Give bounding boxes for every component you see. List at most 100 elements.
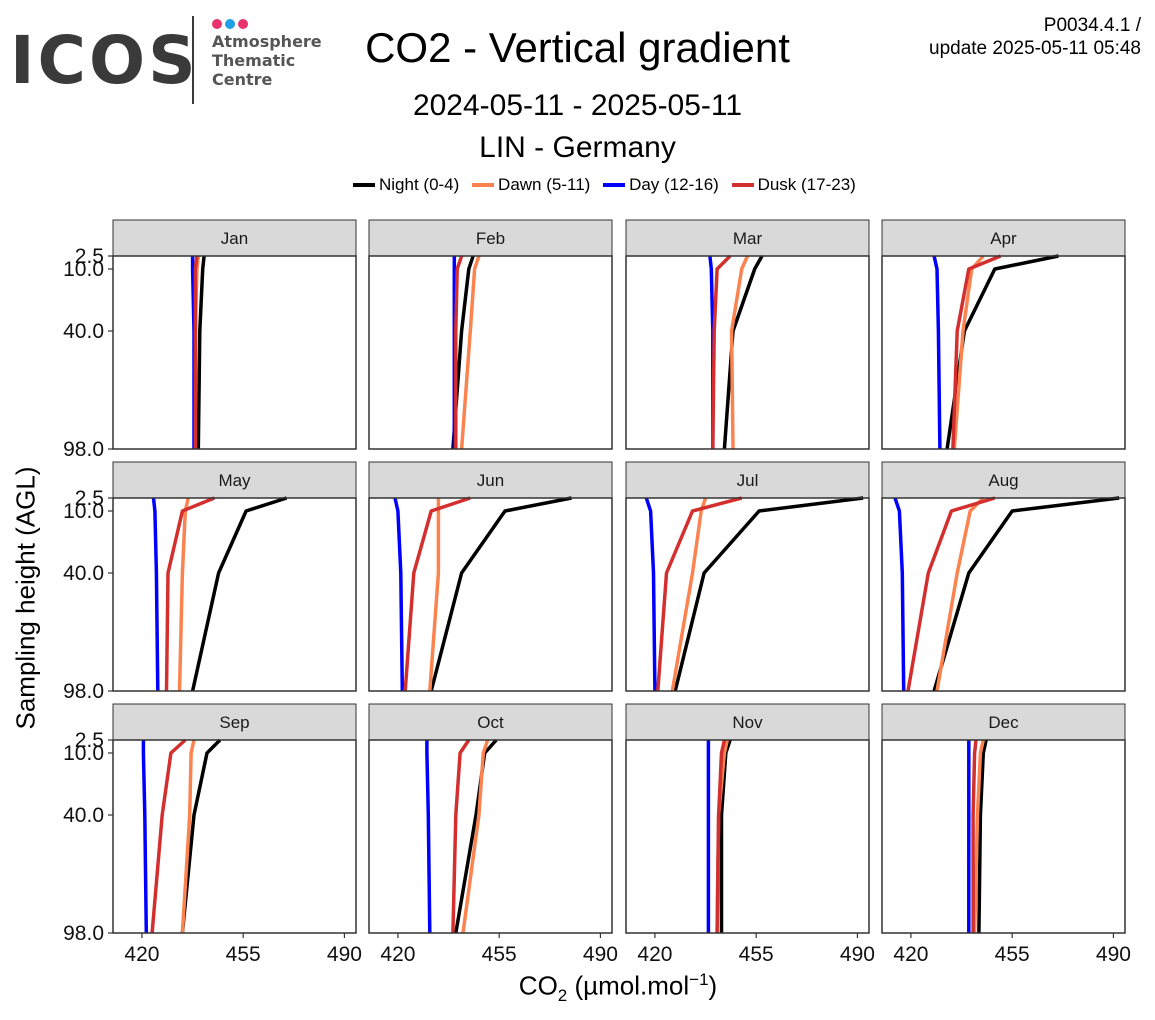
facet-strip: [112, 219, 357, 257]
legend-item-dawn: Dawn (5-11): [472, 175, 590, 195]
series-line-dusk: [971, 739, 978, 933]
y-tick-label: 10.0: [63, 258, 104, 281]
y-tick-label: 98.0: [63, 438, 104, 461]
series-line-dawn: [428, 498, 441, 692]
version-label: P0034.4.1 /: [1043, 15, 1141, 36]
legend-swatch: [353, 183, 375, 187]
series-line-dusk: [403, 496, 471, 692]
legend-swatch: [731, 183, 754, 187]
facet-strip: [368, 219, 613, 257]
y-tick-label: 40.0: [63, 320, 104, 343]
legend-label: Night (0-4): [379, 175, 460, 194]
chart-title: CO2 - Vertical gradient: [0, 24, 1155, 72]
facet-label: Jun: [477, 471, 504, 490]
legend-item-dusk: Dusk (17-23): [731, 175, 856, 195]
series-line-dusk: [150, 738, 187, 934]
y-tick-label: 2.5: [75, 487, 104, 510]
series-line-night: [673, 496, 864, 692]
series-line-dusk: [715, 739, 727, 934]
series-line-dusk: [164, 496, 215, 692]
legend-item-day: Day (12-16): [603, 175, 719, 195]
panel-border: [368, 255, 613, 450]
panel-background: [369, 740, 612, 933]
facet-label: Apr: [990, 229, 1017, 248]
panel-background: [369, 498, 612, 691]
station-name: LIN - Germany: [0, 131, 1155, 165]
panel-background: [113, 256, 356, 449]
series-line-dawn: [177, 497, 190, 692]
series-line-night: [932, 496, 1120, 692]
panel-border: [112, 497, 357, 692]
series-line-night: [196, 255, 206, 450]
series-line-dusk: [193, 255, 199, 449]
chart-legend: Night (0-4) Dawn (5-11) Day (12-16) Dusk…: [353, 172, 864, 194]
x-axis-label-sup: −1: [689, 970, 709, 989]
panel-border: [625, 255, 870, 450]
chart-title-text: CO2 - Vertical gradient: [365, 24, 790, 71]
y-tick-label: 10.0: [63, 742, 104, 765]
panel-background: [113, 498, 356, 691]
facet-strip: [881, 461, 1126, 499]
version-info: P0034.4.1 / update 2025-05-11 05:48: [929, 14, 1141, 60]
legend-label: Day (12-16): [629, 175, 719, 194]
panel-border: [112, 739, 357, 934]
legend-label: Dusk (17-23): [757, 175, 856, 194]
panel-border: [625, 739, 870, 934]
facet-label: Sep: [219, 713, 249, 732]
x-tick-label: 420: [637, 943, 672, 966]
station-name-text: LIN - Germany: [479, 131, 676, 164]
panel-background: [882, 740, 1125, 933]
legend-swatch: [603, 183, 626, 187]
series-line-night: [190, 496, 288, 692]
series-line-dawn: [461, 739, 490, 934]
series-line-dusk: [451, 739, 471, 934]
series-line-night: [722, 255, 764, 450]
logo-dot: [225, 19, 235, 29]
y-tick-label: 2.5: [75, 245, 104, 268]
icos-logo: ICOS Atmosphere Thematic Centre: [10, 14, 330, 106]
facet-label: Oct: [477, 713, 504, 732]
series-line-day: [393, 497, 405, 692]
y-tick-label: 2.5: [75, 729, 104, 752]
panel-border: [368, 739, 613, 934]
panel-border: [368, 497, 613, 692]
x-axis-label-sub: 2: [557, 985, 568, 1005]
facet-label: Aug: [988, 471, 1018, 490]
series-line-dawn: [729, 255, 750, 450]
x-tick-label: 420: [893, 943, 928, 966]
series-line-night: [719, 739, 732, 933]
date-range-text: 2024-05-11 - 2025-05-11: [412, 89, 743, 122]
panel-background: [882, 498, 1125, 691]
panel-border: [112, 255, 357, 450]
panel-border: [625, 497, 870, 692]
facet-strip: [112, 461, 357, 499]
series-line-dawn: [972, 739, 986, 934]
date-range: 2024-05-11 - 2025-05-11: [0, 89, 1155, 123]
x-tick-label: 490: [1096, 943, 1131, 966]
facet-strip: [881, 219, 1126, 257]
panel-background: [626, 740, 869, 933]
panel-background: [369, 256, 612, 449]
logo-dots: [212, 16, 251, 29]
x-axis-label-main: CO: [518, 970, 558, 1001]
facet-label: Mar: [733, 229, 763, 248]
y-tick-label: 10.0: [63, 500, 104, 523]
x-tick-label: 490: [583, 943, 618, 966]
y-tick-label: 40.0: [63, 804, 104, 827]
logo-subtitle-line: Thematic: [212, 51, 296, 70]
series-line-day: [932, 255, 942, 450]
facet-strip: [112, 703, 357, 741]
logo-wordmark: ICOS: [10, 22, 199, 99]
series-line-day: [151, 497, 160, 692]
series-line-dawn: [459, 255, 481, 450]
panel-border: [881, 739, 1126, 934]
x-tick-label: 420: [124, 943, 159, 966]
y-tick-label: 40.0: [63, 562, 104, 585]
series-line-day: [893, 497, 906, 692]
legend-swatch: [472, 183, 495, 187]
x-tick-label: 455: [482, 943, 517, 966]
series-line-dusk: [656, 496, 743, 692]
facet-strip: [368, 461, 613, 499]
series-line-dusk: [951, 254, 1002, 450]
x-tick-label: 490: [840, 943, 875, 966]
